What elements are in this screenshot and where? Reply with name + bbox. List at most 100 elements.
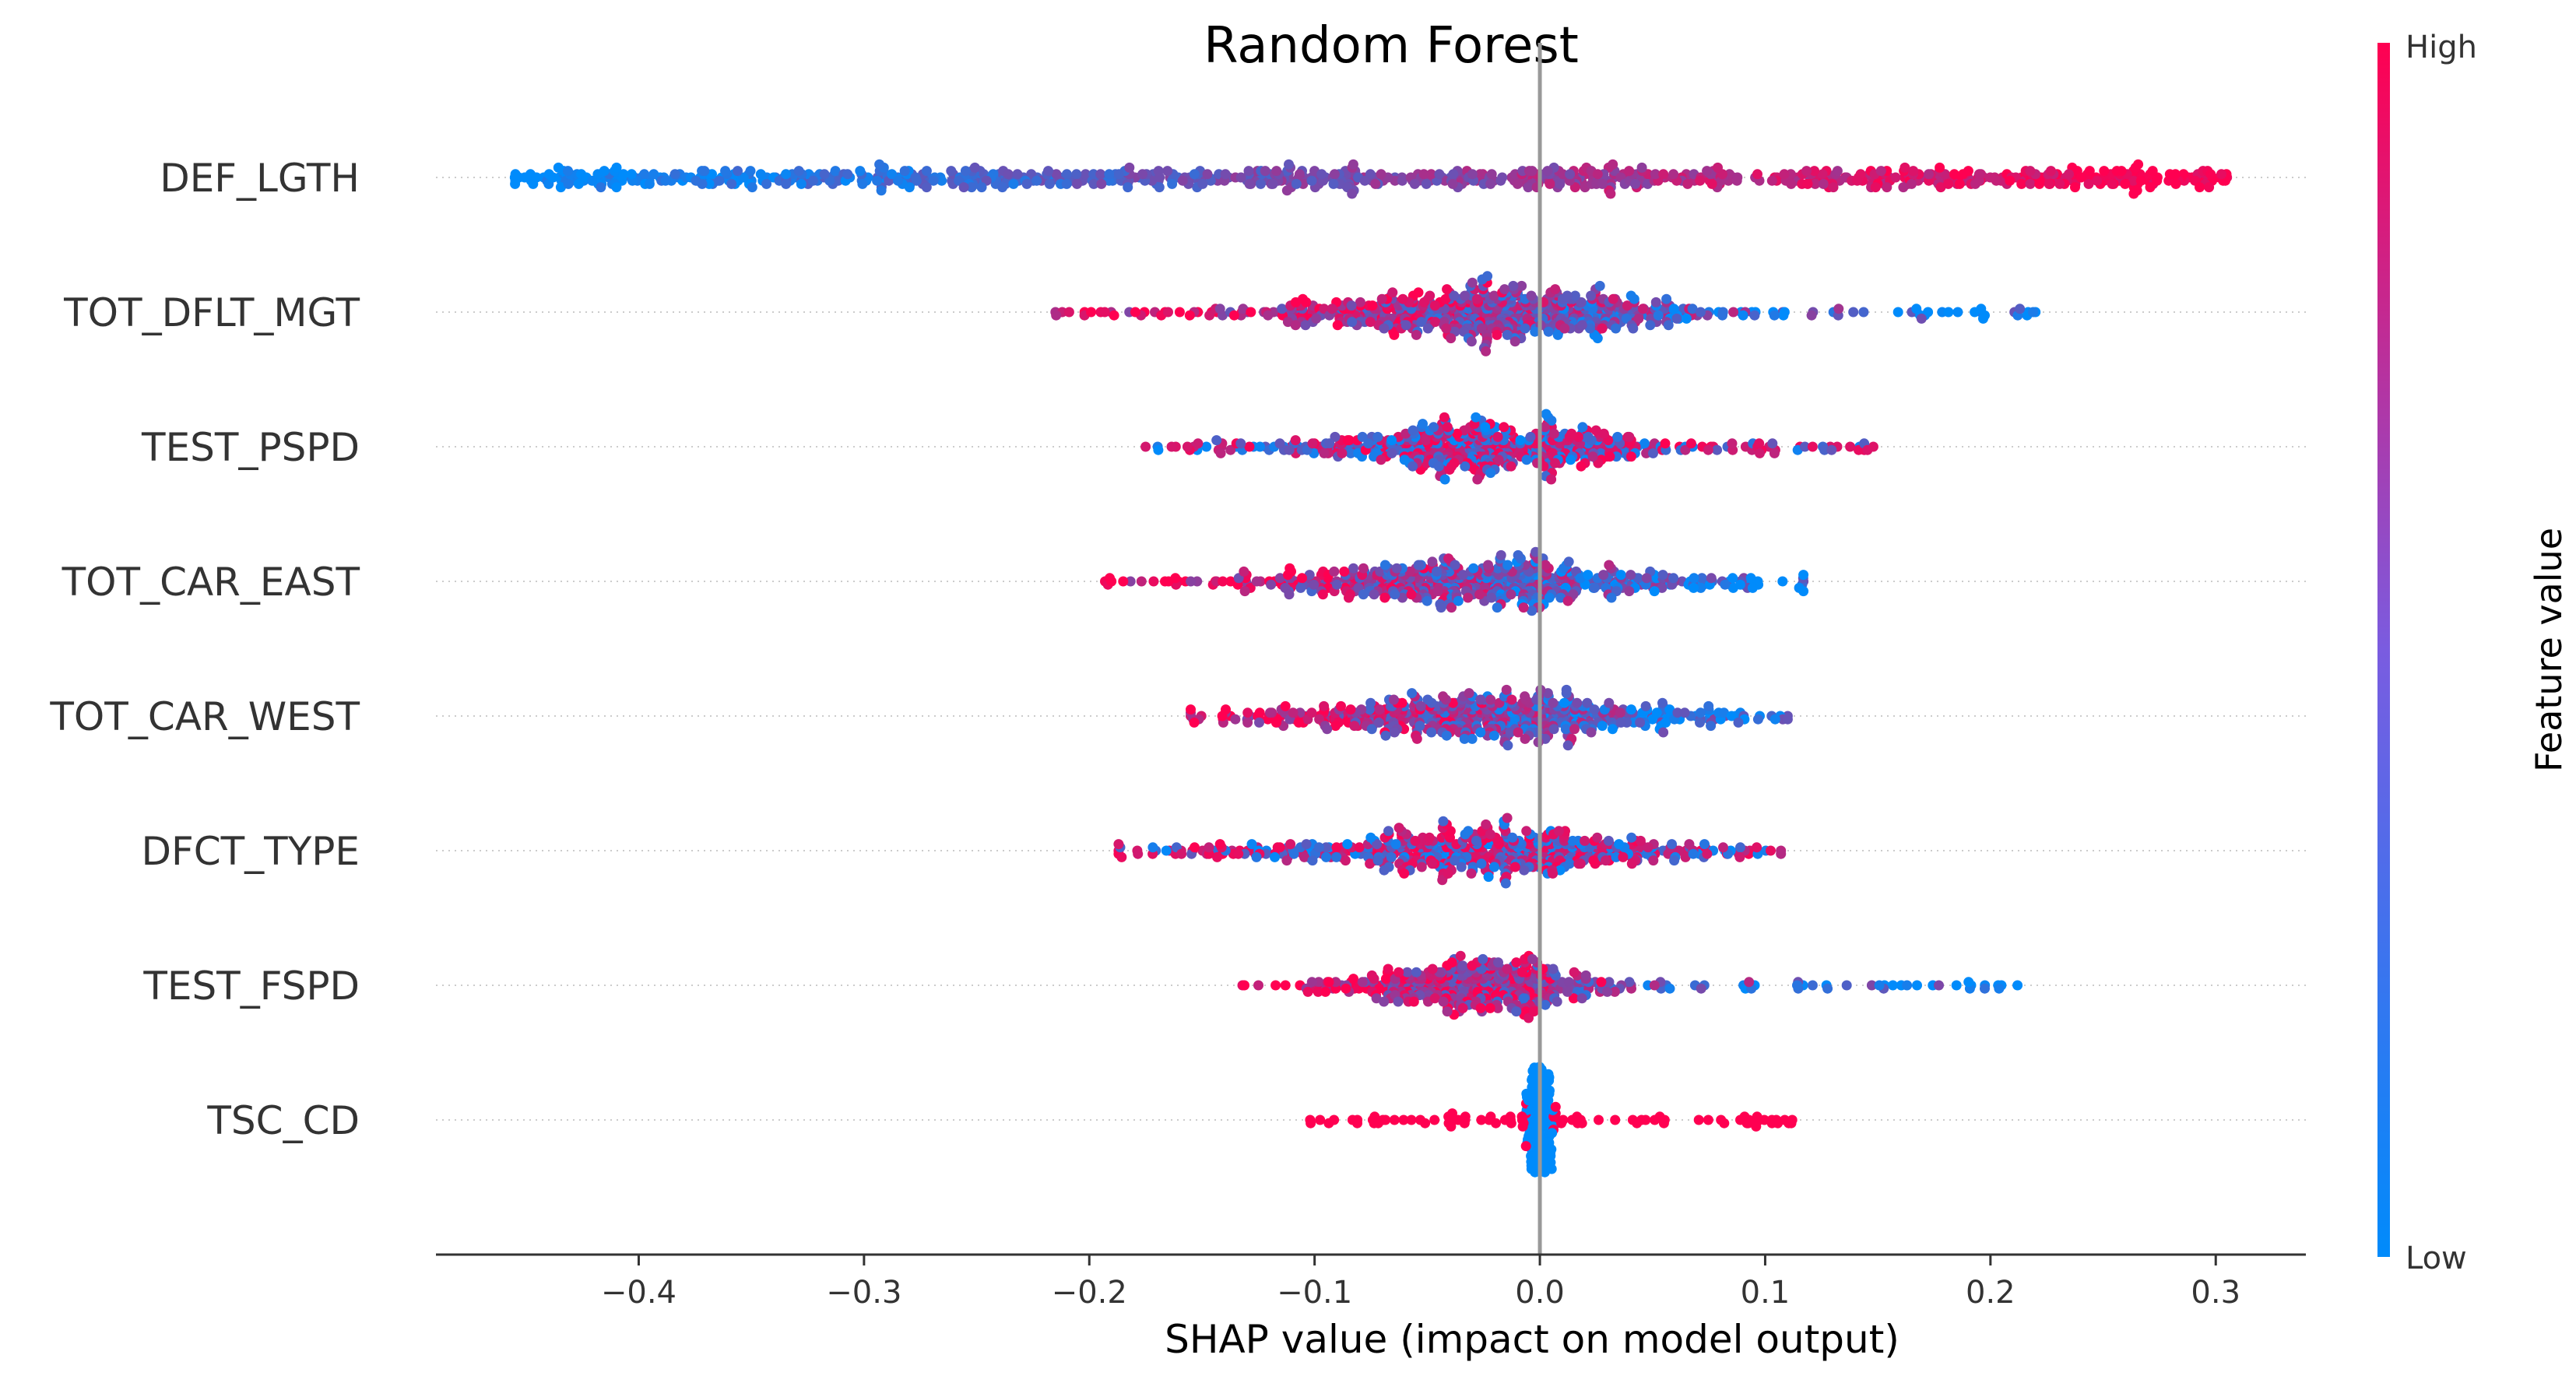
shap-point: [1684, 839, 1695, 850]
shap-point: [1731, 175, 1742, 186]
shap-point: [1738, 310, 1748, 321]
shap-point: [1564, 858, 1575, 869]
shap-point: [997, 182, 1008, 193]
shap-point: [1163, 307, 1173, 318]
shap-point: [1153, 166, 1164, 177]
shap-point: [1912, 980, 1922, 991]
shap-point: [1136, 576, 1147, 587]
shap-point: [1267, 178, 1278, 189]
shap-point: [1786, 178, 1797, 189]
shap-point: [1415, 721, 1425, 732]
shap-point: [1204, 310, 1215, 321]
x-tick-label: −0.2: [1052, 1275, 1127, 1311]
shap-point: [1446, 602, 1457, 613]
shap-point: [1397, 592, 1407, 603]
shap-point: [1689, 573, 1699, 584]
shap-point: [1586, 290, 1597, 301]
shap-point: [1357, 431, 1368, 442]
shap-point: [946, 166, 957, 177]
shap-point: [1518, 993, 1529, 1004]
shap-point: [1137, 169, 1148, 180]
colorbar-high-label: High: [2406, 30, 2477, 65]
shap-point: [1658, 727, 1669, 738]
shap-point: [1641, 573, 1652, 584]
shap-point: [747, 182, 757, 193]
shap-point: [1520, 691, 1530, 702]
shap-point: [1569, 724, 1580, 735]
shap-point: [1399, 868, 1410, 879]
shap-point: [1624, 977, 1635, 988]
shap-point: [1520, 323, 1530, 334]
shap-point: [1949, 169, 1959, 180]
shap-point: [1460, 1111, 1471, 1122]
shap-point: [1541, 409, 1552, 419]
shap-point: [1457, 960, 1468, 971]
shap-point: [2099, 166, 2110, 177]
shap-point: [1817, 169, 1828, 180]
shap-point: [1408, 996, 1419, 1007]
shap-point: [1565, 169, 1576, 180]
shap-point: [1645, 320, 1656, 331]
shap-point: [1430, 317, 1441, 328]
shap-point: [1597, 323, 1608, 334]
shap-point: [1321, 851, 1331, 862]
shap-point: [830, 166, 841, 177]
shap-point: [618, 169, 629, 180]
shap-point: [1453, 595, 1464, 606]
shap-point: [1320, 842, 1331, 853]
shap-point: [1615, 717, 1626, 728]
shap-point: [2164, 169, 2175, 180]
shap-point: [1376, 293, 1387, 304]
shap-point: [745, 166, 756, 177]
shap-point: [1657, 697, 1668, 708]
shap-point: [1281, 185, 1292, 196]
shap-point: [1471, 412, 1481, 423]
shap-point: [555, 182, 566, 193]
shap-point: [1561, 684, 1572, 695]
shap-point: [1317, 589, 1328, 600]
shap-point: [1290, 435, 1301, 446]
shap-point: [1270, 717, 1281, 728]
shap-point: [1902, 980, 1913, 991]
shap-point: [1680, 444, 1691, 455]
shap-point: [1556, 977, 1567, 988]
shap-point: [1225, 444, 1236, 455]
shap-point: [1752, 1111, 1762, 1122]
shap-point: [1615, 707, 1625, 718]
shap-point: [1383, 826, 1393, 837]
shap-point: [1389, 1114, 1400, 1125]
shap-point: [1668, 573, 1679, 584]
shap-point: [969, 162, 980, 173]
shap-point: [1270, 980, 1281, 991]
shap-point: [1639, 438, 1650, 449]
shap-point: [1810, 178, 1821, 189]
shap-point: [704, 178, 715, 189]
shap-point: [1270, 851, 1280, 862]
shap-point: [1702, 848, 1713, 859]
shap-point: [1653, 310, 1664, 321]
shap-point: [1313, 986, 1323, 997]
shap-point: [1281, 855, 1292, 866]
shap-point: [1650, 169, 1661, 180]
shap-point: [1769, 310, 1780, 321]
shap-point: [1393, 823, 1404, 834]
shap-point: [761, 178, 772, 189]
shap-point: [1615, 570, 1626, 581]
shap-point: [1841, 980, 1852, 991]
shap-point: [1398, 1114, 1409, 1125]
shap-point: [1521, 455, 1532, 465]
shap-point: [1443, 868, 1453, 879]
shap-point: [2025, 166, 2036, 177]
shap-point: [1548, 697, 1559, 708]
shap-point: [1597, 178, 1608, 189]
shap-point: [1467, 169, 1478, 180]
shap-point: [519, 172, 530, 183]
shap-point: [1664, 983, 1675, 994]
shap-point: [1297, 573, 1307, 584]
shap-point: [1426, 727, 1437, 738]
shap-point: [1712, 444, 1723, 455]
shap-point: [1576, 993, 1587, 1004]
shap-point: [1271, 166, 1282, 177]
shap-point: [1311, 313, 1322, 324]
shap-point: [1685, 438, 1696, 449]
